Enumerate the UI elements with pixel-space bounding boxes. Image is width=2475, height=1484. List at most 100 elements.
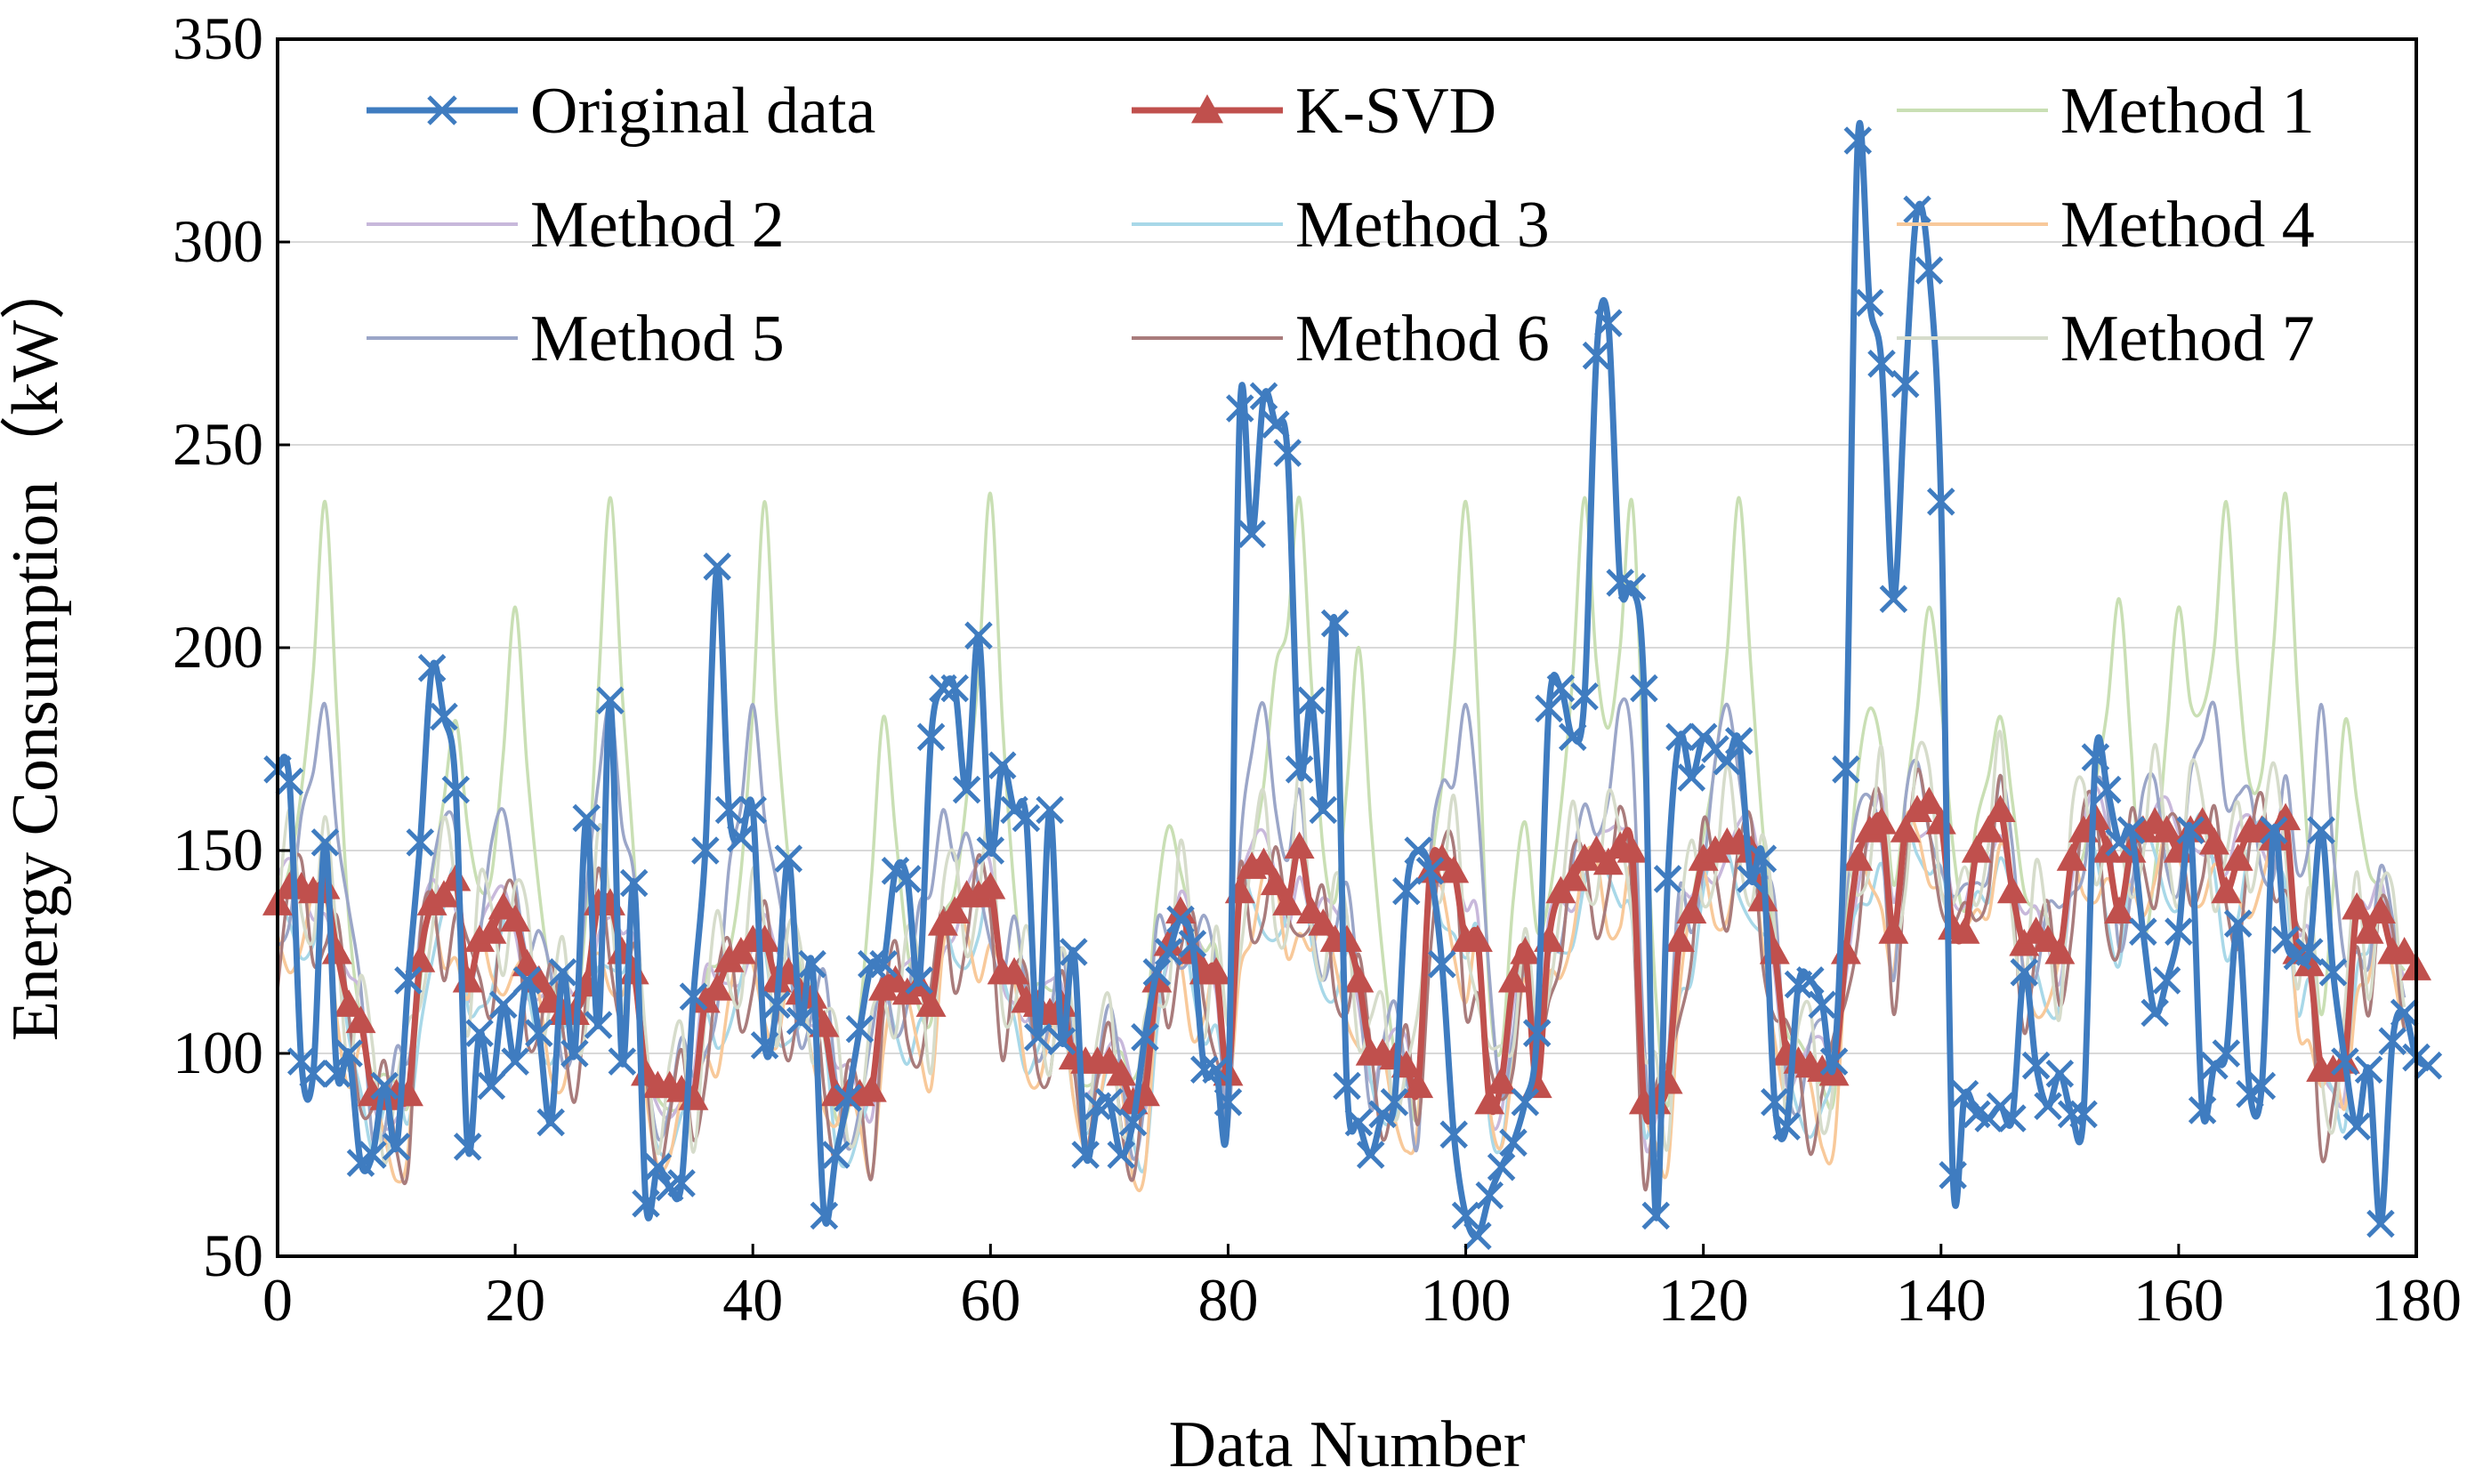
original-data-point <box>2212 1039 2241 1068</box>
original-data-point <box>1380 1087 1409 1117</box>
legend-item-k-svd: K-SVD <box>1132 75 1496 148</box>
original-data-point <box>798 949 826 979</box>
original-data-point <box>1570 682 1599 711</box>
original-data-point <box>2152 966 2181 995</box>
original-data-point <box>703 552 731 581</box>
k-svd-point <box>1973 815 2004 843</box>
original-data-point <box>548 958 577 987</box>
original-data-point <box>643 1152 673 1182</box>
original-data-point <box>1012 803 1041 833</box>
k-svd-point <box>2198 827 2229 855</box>
k-svd-point <box>1961 835 1992 863</box>
original-data-point <box>2378 1027 2407 1056</box>
original-data-point <box>1713 746 1742 776</box>
original-data-point <box>952 775 981 804</box>
original-data-point <box>858 949 886 979</box>
legend-item-method-4: Method 4 <box>1897 189 2315 262</box>
original-data-point <box>762 990 791 1020</box>
original-data-point <box>2223 909 2253 938</box>
k-svd-point <box>334 989 365 1017</box>
k-svd-point <box>1866 807 1897 835</box>
original-data-point <box>1333 1071 1361 1101</box>
original-data-point <box>821 1141 851 1169</box>
y-tick-label: 200 <box>173 613 263 681</box>
original-data-point <box>1855 288 1884 318</box>
original-data-point <box>976 836 1005 865</box>
k-svd-point <box>440 863 472 891</box>
original-data-point <box>2307 816 2335 844</box>
original-data-point <box>1356 1141 1385 1169</box>
original-data-point <box>2366 1209 2395 1238</box>
original-data-point <box>275 767 304 796</box>
original-data-point <box>1903 195 1931 224</box>
original-data-point <box>1677 763 1706 792</box>
original-data-point <box>2247 1071 2277 1101</box>
original-data-point <box>1915 256 1944 285</box>
original-data-point <box>1617 572 1647 601</box>
original-data-point <box>1428 949 1456 979</box>
legend-label: Method 6 <box>1295 302 1550 375</box>
k-svd-point <box>2353 916 2384 944</box>
original-data-point <box>1832 755 1860 784</box>
original-data-point <box>1154 938 1183 966</box>
original-data-point <box>774 844 803 873</box>
legend-item-method-7: Method 7 <box>1897 302 2315 375</box>
original-data-point <box>1213 1087 1243 1117</box>
original-data-point <box>810 1201 839 1230</box>
k-svd-point <box>1592 847 1624 875</box>
original-data-point <box>1724 727 1753 755</box>
k-svd-point <box>1510 937 1541 964</box>
legend-item-original-data: Original data <box>367 75 875 148</box>
k-svd-point <box>915 989 947 1017</box>
k-svd-point <box>512 948 543 977</box>
original-data-point <box>525 1019 553 1047</box>
original-data-point <box>1309 795 1338 825</box>
legend-label: Method 1 <box>2060 75 2315 148</box>
original-data-point <box>359 1141 387 1169</box>
original-data-point <box>964 621 993 650</box>
original-data-point <box>869 949 898 979</box>
legend-item-method-2: Method 2 <box>367 189 785 262</box>
original-data-point <box>2236 1079 2264 1109</box>
k-svd-point <box>1403 1070 1434 1099</box>
k-svd-point <box>310 872 341 899</box>
k-svd-point <box>1878 916 1909 944</box>
k-svd-point <box>1248 847 1279 875</box>
original-data-point <box>1189 1055 1219 1085</box>
original-data-point <box>2010 958 2039 987</box>
original-data-point <box>1641 1201 1671 1230</box>
k-svd-point <box>1842 843 1874 871</box>
k-svd-point <box>1260 867 1291 896</box>
k-svd-point <box>1890 815 1921 843</box>
original-data-point <box>750 1031 779 1060</box>
k-svd-point <box>2389 937 2420 964</box>
k-svd-point <box>999 956 1030 985</box>
original-data-point <box>1499 1128 1528 1157</box>
k-svd-point <box>1664 924 1695 952</box>
k-svd-point <box>345 1005 376 1034</box>
x-tick-label: 40 <box>722 1266 783 1334</box>
original-data-point <box>1202 1055 1230 1085</box>
original-data-point <box>1630 673 1658 703</box>
legend-label: Method 4 <box>2060 189 2315 262</box>
k-svd-point <box>1332 924 1362 952</box>
original-data-point <box>1131 1022 1159 1052</box>
k-svd-point <box>1676 896 1707 923</box>
original-data-point <box>299 1060 327 1088</box>
original-data-point <box>1415 857 1445 885</box>
original-data-point <box>1546 673 1576 703</box>
original-data-point <box>335 1039 363 1068</box>
original-data-point <box>1653 865 1682 893</box>
legend-item-method-5: Method 5 <box>367 302 785 375</box>
original-data-point <box>1843 126 1873 155</box>
original-data-point <box>1927 488 1955 516</box>
k-svd-point <box>2044 937 2076 964</box>
original-data-point <box>916 722 946 752</box>
original-data-point <box>2414 1051 2443 1080</box>
legend-item-method-1: Method 1 <box>1897 75 2315 148</box>
original-data-point <box>1772 1112 1801 1141</box>
legend-label: Method 5 <box>530 302 785 375</box>
original-data-point <box>2188 1096 2217 1125</box>
legend-label: Method 7 <box>2060 302 2315 375</box>
